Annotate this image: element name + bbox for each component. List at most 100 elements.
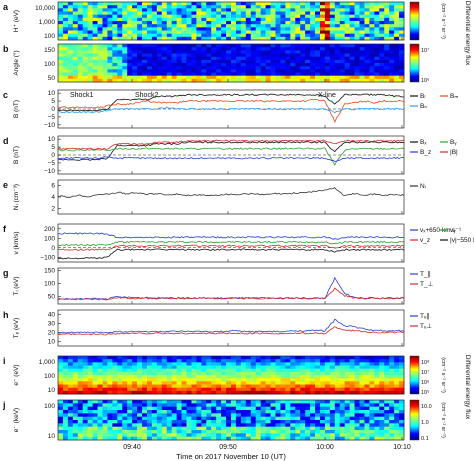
spectrogram-cell <box>315 378 321 382</box>
spectrogram-cell <box>389 420 395 424</box>
spectrogram-cell <box>62 410 69 414</box>
spectrogram-cell <box>102 27 108 31</box>
spectrogram-cell <box>384 381 390 385</box>
spectrogram-cell <box>151 378 158 382</box>
spectrogram-cell <box>87 56 93 61</box>
spectrogram-cell <box>374 14 380 19</box>
spectrogram-cell <box>132 66 138 70</box>
spectrogram-cell <box>260 436 266 441</box>
spectrogram-cell <box>374 400 380 404</box>
spectrogram-cell <box>231 381 237 385</box>
spectrogram-cell <box>394 381 400 385</box>
spectrogram-cell <box>300 362 306 366</box>
spectrogram-cell <box>191 21 197 25</box>
spectrogram-cell <box>290 5 296 9</box>
spectrogram-cell <box>231 72 237 77</box>
spectrogram-cell <box>102 72 108 77</box>
spectrogram-cell <box>58 384 64 389</box>
spectrogram-cell <box>142 400 148 404</box>
spectrogram-cell <box>211 17 217 22</box>
spectrogram-cell <box>354 21 360 25</box>
spectrogram-cell <box>379 47 385 51</box>
spectrogram-cell <box>315 36 321 41</box>
spectrogram-cell <box>132 24 138 28</box>
spectrogram-cell <box>171 378 178 382</box>
ytick-label-g: 150 <box>44 268 55 275</box>
spectrogram-cell <box>142 24 148 28</box>
spectrogram-cell <box>305 47 311 51</box>
spectrogram-cell <box>171 11 178 16</box>
spectrogram-cell <box>310 371 316 376</box>
spectrogram-cell <box>186 359 192 363</box>
spectrogram-cell <box>334 400 341 404</box>
spectrogram-cell <box>216 47 222 51</box>
spectrogram-cell <box>67 47 74 51</box>
spectrogram-cell <box>146 72 153 77</box>
spectrogram-cell <box>122 36 128 41</box>
spectrogram-cell <box>102 69 108 73</box>
spectrogram-cell <box>275 24 281 28</box>
spectrogram-cell <box>62 56 69 61</box>
spectrogram-cell <box>127 406 133 411</box>
spectrogram-cell <box>265 406 271 411</box>
spectrogram-cell <box>334 53 341 58</box>
spectrogram-cell <box>399 426 405 431</box>
spectrogram-cell <box>102 433 108 438</box>
spectrogram-cell <box>250 384 257 389</box>
colorbar-units-a: (cm⁻² s⁻¹ sr⁻¹) <box>440 3 446 39</box>
spectrogram-cell <box>245 8 252 12</box>
spectrogram-cell <box>399 384 405 389</box>
spectrogram-cell <box>161 410 168 414</box>
spectrogram-cell <box>151 420 158 424</box>
spectrogram-cell <box>231 365 237 370</box>
spectrogram-cell <box>171 359 178 363</box>
spectrogram-cell <box>77 375 84 379</box>
spectrogram-cell <box>151 416 158 421</box>
spectrogram-cell <box>146 378 153 382</box>
spectrogram-cell <box>132 362 138 366</box>
spectrogram-cell <box>374 36 380 41</box>
spectrogram-cell <box>394 56 400 61</box>
spectrogram-cell <box>339 378 346 382</box>
spectrogram-cell <box>399 416 405 421</box>
spectrogram-cell <box>87 410 93 414</box>
spectrogram-cell <box>389 27 395 31</box>
spectrogram-cell <box>122 2 128 6</box>
spectrogram-cell <box>161 362 168 366</box>
spectrogram-cell <box>290 390 296 395</box>
spectrogram-cell <box>369 11 375 16</box>
spectrogram-cell <box>265 63 271 67</box>
spectrogram-cell <box>191 78 197 83</box>
ytick-label-b: 100 <box>44 61 55 68</box>
spectrogram-cell <box>97 66 103 70</box>
spectrogram-cell <box>201 413 207 418</box>
spectrogram-cell <box>329 400 336 404</box>
series-group-h <box>57 318 405 336</box>
spectrogram-cell <box>379 8 385 12</box>
spectrogram-cell <box>235 426 242 431</box>
spectrogram-cell <box>250 420 257 424</box>
spectrogram-cell <box>255 59 262 64</box>
spectrogram-cell <box>245 5 252 9</box>
spectrogram-cell <box>132 356 138 360</box>
spectrogram-cell <box>364 50 370 54</box>
spectrogram-cell <box>191 69 197 73</box>
spectrogram-cell <box>280 423 286 428</box>
spectrogram-cell <box>354 430 360 434</box>
spectrogram-cell <box>67 423 74 428</box>
spectrogram-cell <box>265 426 271 431</box>
spectrogram-cell <box>359 371 365 376</box>
spectrogram-cell <box>275 413 281 418</box>
spectrogram-cell <box>305 53 311 58</box>
spectrogram-cell <box>62 365 69 370</box>
spectrogram-cell <box>166 378 173 382</box>
spectrogram-cell <box>127 27 133 31</box>
spectrogram-cell <box>92 36 98 41</box>
spectrogram-cell <box>260 362 266 366</box>
spectrogram-cell <box>92 436 98 441</box>
spectrogram-cell <box>231 420 237 424</box>
spectrogram-cell <box>211 426 217 431</box>
spectrogram-cell <box>344 436 351 441</box>
spectrogram-cell <box>87 66 93 70</box>
spectrogram-cell <box>102 390 108 395</box>
